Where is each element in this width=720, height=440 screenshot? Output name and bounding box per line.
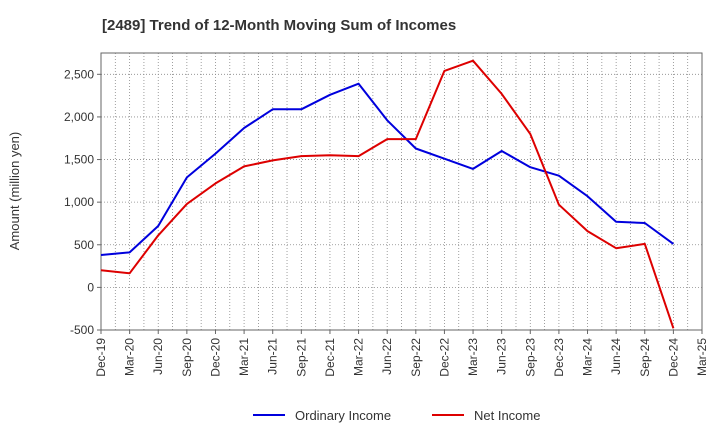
plot-area-frame <box>100 52 703 331</box>
x-tick-label: Sep-24 <box>638 338 652 377</box>
x-tick-label: Mar-22 <box>352 338 366 376</box>
y-tick-label: 2,000 <box>64 110 94 124</box>
x-tick-label: Jun-20 <box>151 338 165 375</box>
x-tick-label: Dec-22 <box>437 338 451 377</box>
grid <box>100 53 703 331</box>
x-tick-label: Dec-24 <box>666 338 680 377</box>
series-line-ordinary-income <box>100 82 674 256</box>
x-tick-label: Sep-22 <box>409 338 423 377</box>
y-axis-ticks: -500 0 500 1,000 1,500 2,000 2,500 <box>64 67 101 337</box>
x-tick-label: Mar-21 <box>237 338 251 376</box>
x-tick-label: Mar-25 <box>695 338 709 376</box>
series-line-net-income <box>100 59 675 329</box>
chart-title: [2489] Trend of 12-Month Moving Sum of I… <box>102 17 456 34</box>
y-tick-label: 0 <box>87 280 94 294</box>
y-tick-label: 500 <box>74 238 94 252</box>
y-axis-label: Amount (million yen) <box>7 132 22 251</box>
x-tick-label: Dec-23 <box>552 338 566 377</box>
legend-label-ordinary-income: Ordinary Income <box>295 408 391 423</box>
x-tick-label: Jun-21 <box>266 338 280 375</box>
y-tick-label: 1,500 <box>64 153 94 167</box>
x-tick-label: Mar-20 <box>123 338 137 376</box>
x-tick-label: Jun-23 <box>495 338 509 375</box>
x-tick-label: Dec-19 <box>94 338 108 377</box>
legend-label-net-income: Net Income <box>474 408 540 423</box>
x-tick-label: Jun-24 <box>609 338 623 375</box>
legend: Ordinary Income Net Income <box>253 408 540 423</box>
x-tick-label: Mar-24 <box>581 338 595 376</box>
x-tick-label: Sep-21 <box>294 338 308 377</box>
y-tick-label: 1,000 <box>64 195 94 209</box>
y-tick-label: -500 <box>70 323 94 337</box>
x-tick-label: Jun-22 <box>380 338 394 375</box>
y-tick-label: 2,500 <box>64 67 94 81</box>
series-lines <box>100 59 675 329</box>
x-tick-label: Sep-23 <box>523 338 537 377</box>
x-tick-label: Dec-21 <box>323 338 337 377</box>
x-tick-label: Mar-23 <box>466 338 480 376</box>
x-tick-label: Dec-20 <box>208 338 222 377</box>
x-axis-ticks: Dec-19 Mar-20 Jun-20 Sep-20 Dec-20 Mar-21 Jun-… <box>94 330 709 377</box>
x-tick-label: Sep-20 <box>180 338 194 377</box>
